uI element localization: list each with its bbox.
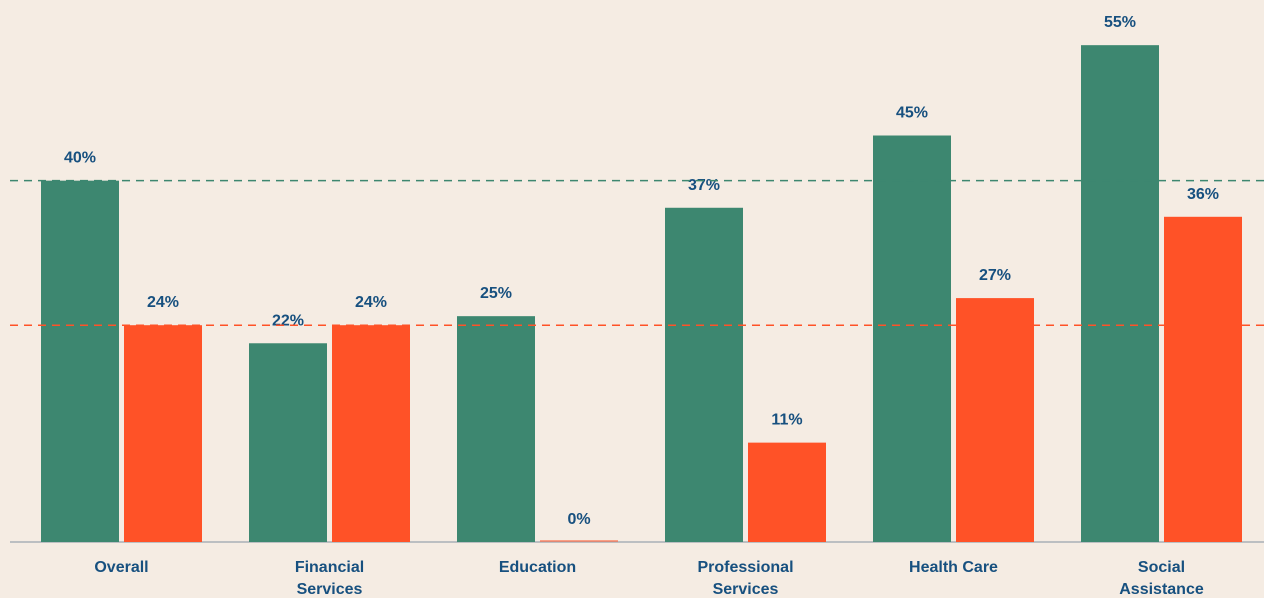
x-tick-label: Overall: [94, 559, 149, 576]
x-tick-label: Financial Services: [294, 559, 365, 598]
bar: [249, 343, 327, 542]
data-label: 24%: [147, 294, 179, 311]
data-label: 11%: [771, 412, 802, 429]
bar: [457, 316, 535, 542]
data-label: 27%: [979, 267, 1011, 284]
bar: [41, 180, 119, 542]
data-label: 45%: [896, 105, 928, 122]
data-label: 24%: [355, 294, 387, 311]
bar: [332, 325, 410, 542]
bar: [1164, 216, 1242, 543]
data-label: 25%: [480, 285, 512, 302]
data-label: 55%: [1104, 14, 1136, 31]
x-tick-label: Social Assistance: [1119, 559, 1204, 598]
x-tick-label: Health Care: [909, 559, 998, 576]
bar: [540, 540, 618, 542]
bar: [748, 442, 826, 542]
data-label: 0%: [567, 511, 590, 528]
bar: [1081, 45, 1159, 543]
data-label: 22%: [272, 312, 304, 329]
data-label: 36%: [1187, 186, 1219, 203]
x-tick-label: Education: [498, 559, 577, 576]
x-tick-label: Professional Services: [697, 559, 794, 598]
bar: [956, 298, 1034, 542]
data-label: 37%: [688, 177, 720, 194]
data-label: 40%: [64, 150, 96, 167]
bar: [124, 325, 202, 542]
bar: [873, 135, 951, 542]
bar: [665, 207, 743, 542]
